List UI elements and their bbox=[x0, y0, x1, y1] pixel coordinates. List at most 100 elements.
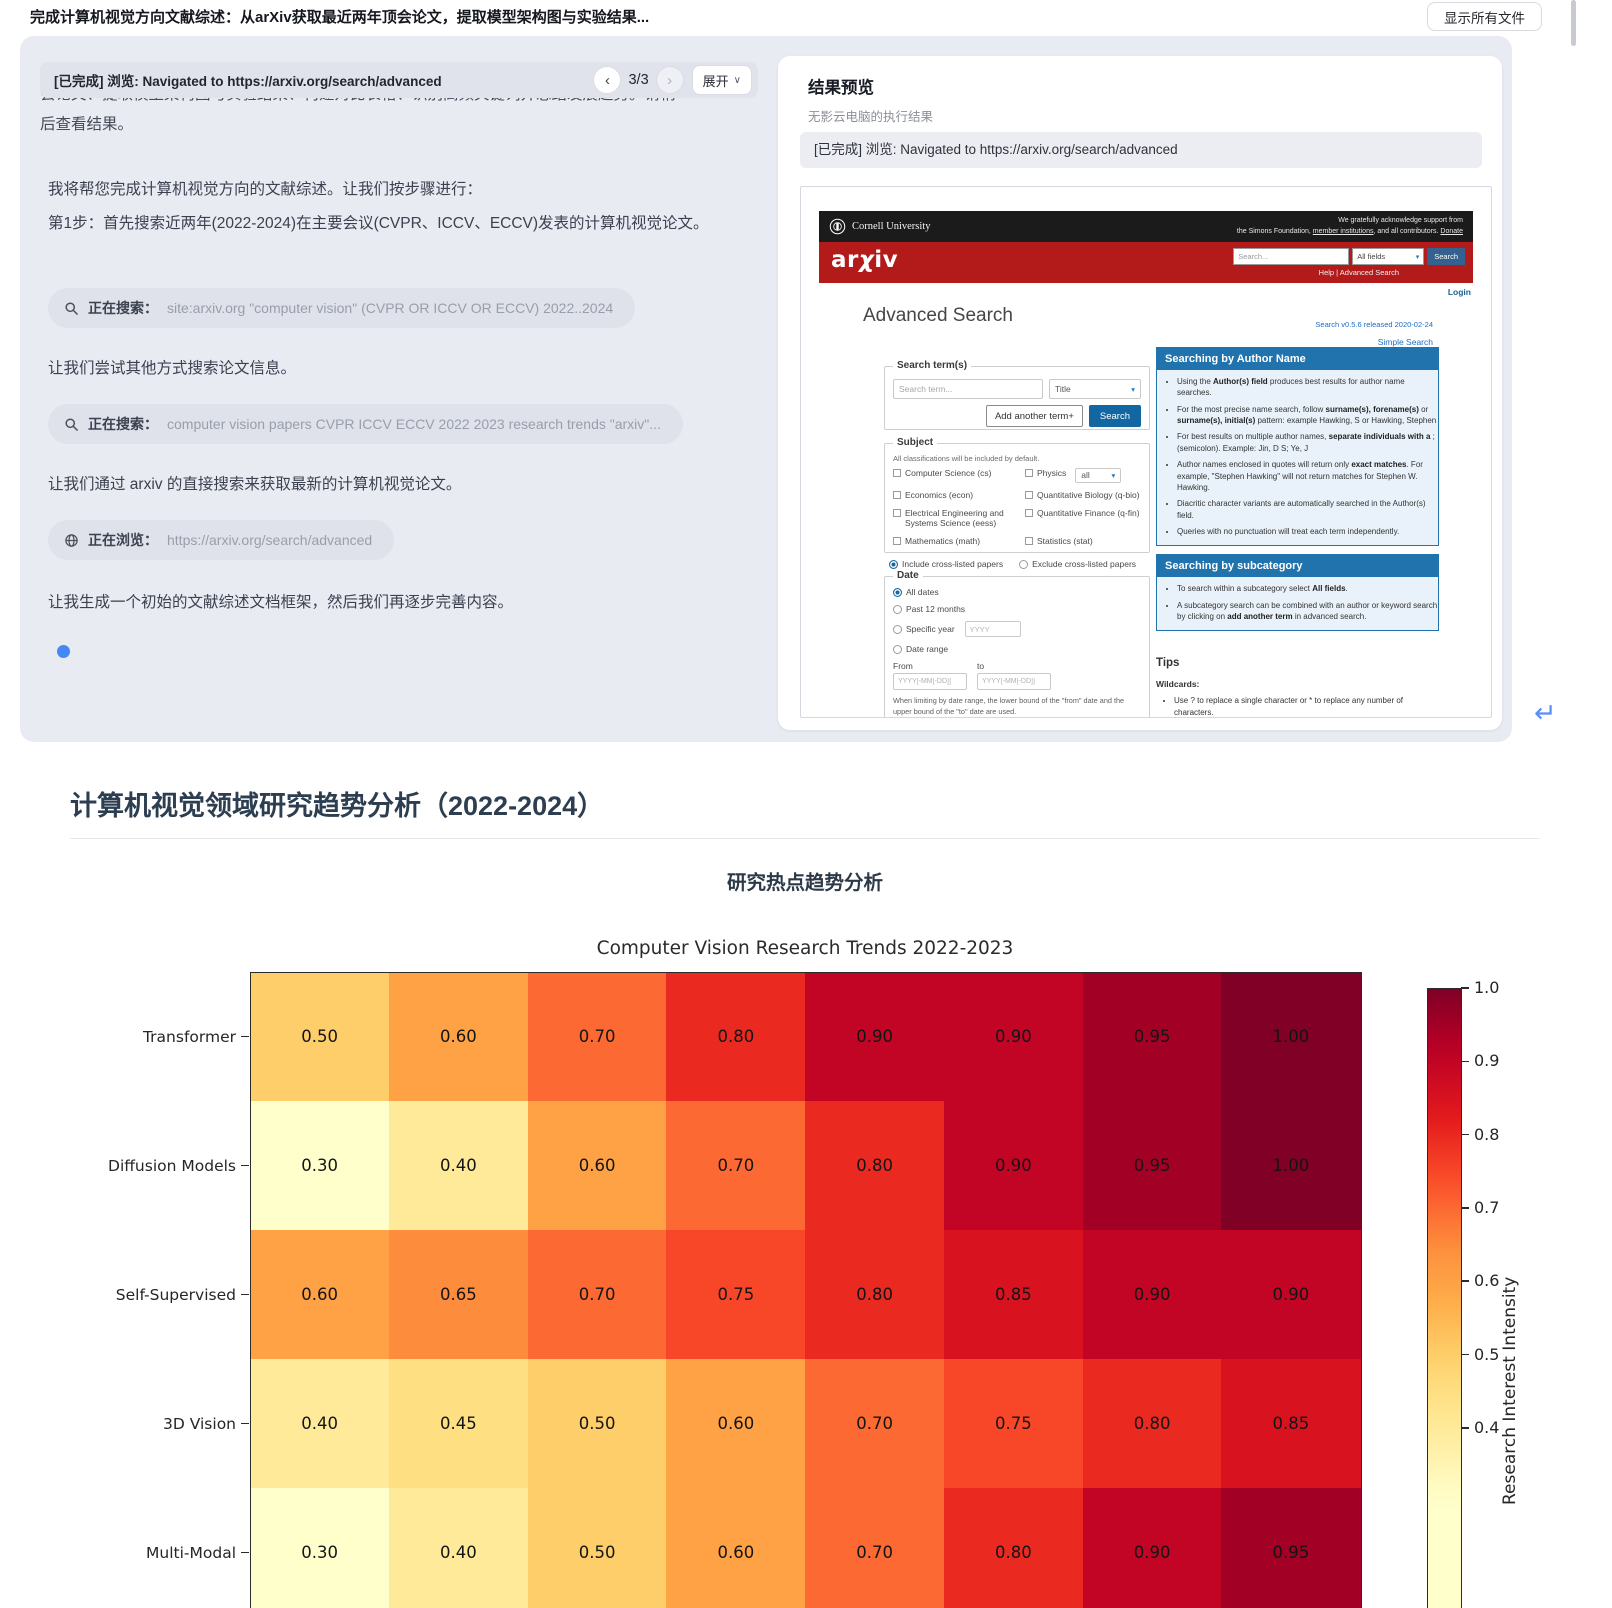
subject-label: Electrical Engineering and Systems Scien… bbox=[905, 507, 1004, 529]
radio-icon bbox=[1019, 559, 1029, 569]
date-radio-option: Specific year bbox=[893, 621, 1141, 637]
date-options: All dates Past 12 months Specific year Date… bbox=[893, 587, 1141, 654]
fieldset-legend: Subject bbox=[893, 437, 938, 448]
cross-listed-radio: Exclude cross-listed papers bbox=[1019, 559, 1136, 569]
divider bbox=[70, 838, 1540, 839]
preview-title: 结果预览 bbox=[808, 79, 874, 97]
chevron-down-icon: ∨ bbox=[733, 74, 741, 86]
checkbox-icon bbox=[1025, 536, 1033, 545]
axis-tick bbox=[241, 1551, 249, 1554]
fieldset-legend: Date bbox=[893, 570, 923, 581]
bullet-item: For best results on multiple author name… bbox=[1177, 431, 1438, 454]
pager-next-button[interactable]: › bbox=[655, 66, 684, 94]
heatmap-cell: 0.90 bbox=[1082, 1230, 1222, 1360]
date-fieldset: Date All dates Past 12 months Specific yea… bbox=[884, 570, 1150, 717]
heatmap-cell: 0.80 bbox=[805, 1230, 945, 1360]
arxiv-help-links: Help | Advanced Search bbox=[1318, 268, 1399, 277]
heatmap-cell: 0.85 bbox=[943, 1230, 1083, 1360]
heatmap-row-label: Diffusion Models bbox=[108, 1156, 236, 1175]
date-radio-option: Date range bbox=[893, 644, 1141, 654]
heatmap-cell: 0.95 bbox=[1221, 1488, 1361, 1608]
heatmap-cell: 0.30 bbox=[250, 1101, 390, 1231]
term-input bbox=[893, 379, 1043, 399]
colorbar-tick-label: 1.0 bbox=[1474, 978, 1500, 997]
heatmap-cell: 0.65 bbox=[388, 1230, 528, 1360]
date-radio-option: Past 12 months bbox=[893, 604, 1141, 614]
chat-paragraph: 让我们尝试其他方式搜索论文信息。 bbox=[48, 360, 297, 377]
heatmap-cell: 1.00 bbox=[1221, 972, 1361, 1102]
scrollbar-thumb[interactable] bbox=[1571, 0, 1576, 46]
radio-icon bbox=[893, 587, 902, 597]
colorbar-tick bbox=[1461, 1207, 1469, 1209]
cornell-seal-icon bbox=[829, 218, 846, 235]
simple-search-link: Simple Search bbox=[1377, 337, 1433, 347]
section-heading: 研究热点趋势分析 bbox=[726, 872, 883, 894]
date-note: When limiting by date range, the lower b… bbox=[893, 696, 1125, 716]
colorbar-tick-label: 0.5 bbox=[1474, 1344, 1500, 1364]
subject-label: Statistics (stat) bbox=[1037, 535, 1093, 546]
chevron-down-icon: ▾ bbox=[1131, 384, 1135, 394]
expand-button[interactable]: 展开 ∨ bbox=[691, 65, 752, 95]
search-query-text: computer vision papers CVPR ICCV ECCV 20… bbox=[167, 416, 661, 432]
heatmap-row-label: 3D Vision bbox=[163, 1414, 236, 1433]
browse-status-pill: 正在浏览： https://arxiv.org/search/advanced bbox=[48, 520, 395, 560]
colorbar-tick bbox=[1461, 1280, 1469, 1282]
heatmap-cell: 0.80 bbox=[943, 1488, 1083, 1608]
heatmap-cell: 0.90 bbox=[805, 972, 945, 1102]
bullet-item: Using the Author(s) field produces best … bbox=[1177, 376, 1438, 399]
advanced-search-heading: Advanced Search bbox=[863, 305, 1013, 326]
heatmap-cell: 0.90 bbox=[1221, 1230, 1361, 1360]
enter-arrow-icon[interactable]: ↵ bbox=[1534, 698, 1557, 728]
heatmap-cell: 0.40 bbox=[388, 1488, 528, 1608]
checkbox-icon bbox=[893, 508, 901, 517]
search-icon bbox=[65, 417, 78, 431]
heatmap-cell: 0.75 bbox=[666, 1230, 806, 1360]
subject-label: Computer Science (cs) bbox=[905, 468, 992, 478]
subject-checkbox: Quantitative Biology (q-bio) bbox=[1025, 490, 1153, 501]
heatmap-cell: 0.60 bbox=[388, 972, 528, 1102]
chevron-down-icon: ▾ bbox=[1415, 253, 1420, 261]
subject-label: Economics (econ) bbox=[905, 490, 974, 500]
colorbar-tick bbox=[1461, 1353, 1469, 1356]
checkbox-icon bbox=[893, 491, 901, 499]
heatmap-cell: 0.90 bbox=[1082, 1488, 1222, 1608]
bullet-item: Author names enclosed in quotes will ret… bbox=[1177, 459, 1438, 493]
chat-paragraph: 我将帮您完成计算机视觉方向的文献综述。让我们按步骤进行： bbox=[48, 181, 483, 198]
arxiv-screenshot-preview[interactable]: Cornell University We gratefully acknowl… bbox=[800, 186, 1492, 718]
bullet-item: A subcategory search can be combined wit… bbox=[1177, 600, 1438, 623]
subject-label: Quantitative Finance (q-fin) bbox=[1037, 507, 1140, 518]
axis-tick bbox=[241, 1293, 249, 1296]
subject-checkbox-grid: Computer Science (cs) Physics all ▾ Economic… bbox=[893, 468, 1141, 547]
subject-checkbox: Physics all ▾ bbox=[1025, 468, 1153, 483]
heatmap-cell: 0.60 bbox=[666, 1488, 806, 1608]
colorbar bbox=[1427, 988, 1462, 1608]
heatmap-cell: 0.40 bbox=[388, 1101, 528, 1231]
show-all-files-button[interactable]: 显示所有文件 bbox=[1427, 2, 1542, 31]
radio-icon bbox=[889, 559, 898, 569]
heatmap-cell: 1.00 bbox=[1221, 1101, 1361, 1231]
date-from-input bbox=[893, 673, 967, 690]
search-status-label: 正在搜索： bbox=[88, 300, 158, 316]
heatmap-cell: 0.70 bbox=[527, 972, 667, 1102]
cross-listed-radio: Include cross-listed papers bbox=[889, 559, 1003, 569]
subject-label: Mathematics (math) bbox=[905, 535, 981, 546]
bullet-item: Queries with no punctuation will treat e… bbox=[1177, 526, 1438, 537]
radio-label: Past 12 months bbox=[906, 604, 966, 614]
arxiv-field-select: All fields ▾ bbox=[1352, 248, 1425, 265]
pager-prev-button[interactable]: ‹ bbox=[593, 66, 622, 94]
heatmap-cell: 0.40 bbox=[250, 1359, 390, 1489]
expand-label: 展开 bbox=[702, 73, 729, 89]
subcategory-help-box: Searching by subcategory To search withi… bbox=[1156, 554, 1439, 632]
figure-title: Computer Vision Research Trends 2022-202… bbox=[596, 938, 1014, 959]
chat-paragraph: 让我生成一个初始的文献综述文档框架，然后我们再逐步完善内容。 bbox=[48, 594, 514, 611]
heatmap-cell: 0.70 bbox=[527, 1230, 667, 1360]
login-link: Login bbox=[1447, 287, 1471, 297]
radio-label: Include cross-listed papers bbox=[902, 559, 1004, 569]
document-title: 计算机视觉领域研究趋势分析（2022-2024） bbox=[70, 791, 605, 821]
heatmap-cell: 0.45 bbox=[388, 1359, 528, 1489]
arxiv-search-input bbox=[1233, 248, 1350, 265]
tips-title: Tips bbox=[1156, 657, 1180, 670]
subject-label: Physics bbox=[1037, 468, 1067, 478]
add-another-term-button: Add another term+ bbox=[985, 405, 1083, 427]
